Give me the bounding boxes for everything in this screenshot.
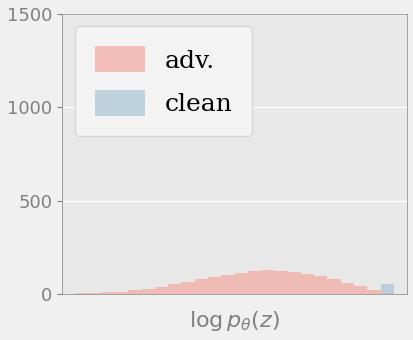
Bar	[168, 285, 181, 294]
Bar	[234, 273, 247, 294]
Bar	[353, 286, 366, 294]
Bar	[88, 293, 102, 294]
Bar	[181, 282, 194, 294]
X-axis label: $\log p_{\theta}(z)$: $\log p_{\theta}(z)$	[189, 309, 279, 333]
Bar	[207, 277, 221, 294]
Bar	[340, 283, 353, 294]
Bar	[75, 293, 88, 294]
Bar	[141, 289, 154, 294]
Bar	[154, 287, 168, 294]
Bar	[313, 276, 327, 294]
Bar	[115, 291, 128, 294]
Bar	[380, 293, 393, 294]
Bar	[300, 274, 313, 294]
Bar	[274, 271, 287, 294]
Bar	[128, 290, 141, 294]
Bar	[221, 275, 234, 294]
Bar	[261, 270, 274, 294]
Bar	[194, 279, 207, 294]
Bar	[366, 290, 380, 294]
Bar	[380, 285, 393, 294]
Bar	[247, 271, 261, 294]
Bar	[327, 279, 340, 294]
Bar	[287, 272, 300, 294]
Legend: adv., clean: adv., clean	[74, 27, 252, 136]
Bar	[102, 292, 115, 294]
